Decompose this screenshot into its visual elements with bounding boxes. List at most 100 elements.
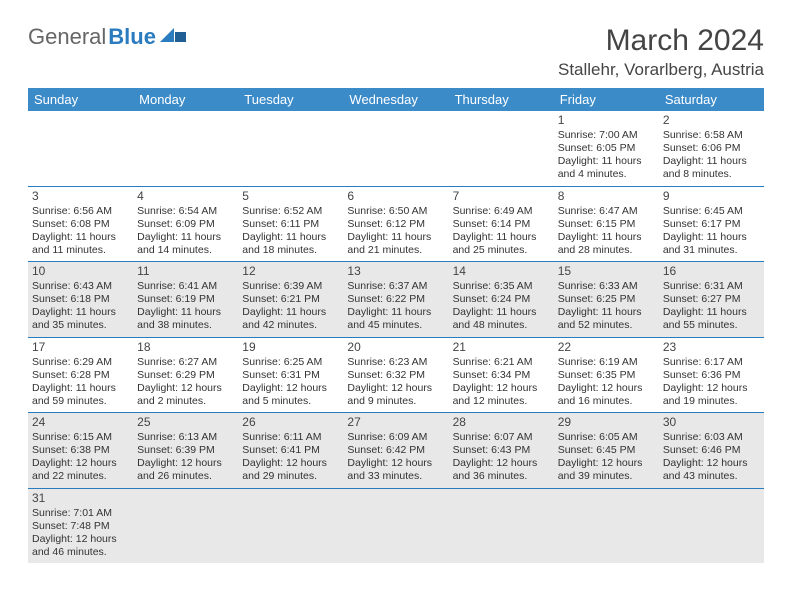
calendar-day-cell: 14Sunrise: 6:35 AMSunset: 6:24 PMDayligh…	[449, 262, 554, 338]
sunset-text: Sunset: 6:06 PM	[663, 142, 760, 155]
sunrise-text: Sunrise: 6:54 AM	[137, 205, 234, 218]
calendar-day-cell: 22Sunrise: 6:19 AMSunset: 6:35 PMDayligh…	[554, 337, 659, 413]
calendar-day-cell: 25Sunrise: 6:13 AMSunset: 6:39 PMDayligh…	[133, 413, 238, 489]
daylight-text: Daylight: 12 hours and 36 minutes.	[453, 457, 550, 483]
calendar-day-cell	[238, 488, 343, 563]
calendar-week-row: 10Sunrise: 6:43 AMSunset: 6:18 PMDayligh…	[28, 262, 764, 338]
day-number: 11	[137, 264, 234, 279]
sunrise-text: Sunrise: 6:56 AM	[32, 205, 129, 218]
sunrise-text: Sunrise: 7:00 AM	[558, 129, 655, 142]
sunset-text: Sunset: 6:29 PM	[137, 369, 234, 382]
calendar-day-cell	[554, 488, 659, 563]
sunrise-text: Sunrise: 6:23 AM	[347, 356, 444, 369]
calendar-day-cell: 6Sunrise: 6:50 AMSunset: 6:12 PMDaylight…	[343, 186, 448, 262]
sunset-text: Sunset: 6:11 PM	[242, 218, 339, 231]
day-number: 29	[558, 415, 655, 430]
day-number: 28	[453, 415, 550, 430]
title-block: March 2024 Stallehr, Vorarlberg, Austria	[558, 24, 764, 80]
col-wednesday: Wednesday	[343, 88, 448, 111]
calendar-day-cell: 30Sunrise: 6:03 AMSunset: 6:46 PMDayligh…	[659, 413, 764, 489]
calendar-day-cell: 15Sunrise: 6:33 AMSunset: 6:25 PMDayligh…	[554, 262, 659, 338]
day-number: 5	[242, 189, 339, 204]
sunrise-text: Sunrise: 6:27 AM	[137, 356, 234, 369]
day-number: 14	[453, 264, 550, 279]
col-sunday: Sunday	[28, 88, 133, 111]
sunset-text: Sunset: 6:25 PM	[558, 293, 655, 306]
brand-part2: Blue	[108, 24, 156, 50]
col-tuesday: Tuesday	[238, 88, 343, 111]
calendar-day-cell: 31Sunrise: 7:01 AMSunset: 7:48 PMDayligh…	[28, 488, 133, 563]
sunrise-text: Sunrise: 6:09 AM	[347, 431, 444, 444]
sunset-text: Sunset: 6:14 PM	[453, 218, 550, 231]
calendar-day-cell: 13Sunrise: 6:37 AMSunset: 6:22 PMDayligh…	[343, 262, 448, 338]
sunset-text: Sunset: 6:22 PM	[347, 293, 444, 306]
sunrise-text: Sunrise: 6:43 AM	[32, 280, 129, 293]
sunrise-text: Sunrise: 6:47 AM	[558, 205, 655, 218]
daylight-text: Daylight: 12 hours and 2 minutes.	[137, 382, 234, 408]
sunset-text: Sunset: 6:32 PM	[347, 369, 444, 382]
sunrise-text: Sunrise: 6:58 AM	[663, 129, 760, 142]
daylight-text: Daylight: 11 hours and 42 minutes.	[242, 306, 339, 332]
calendar-day-cell: 23Sunrise: 6:17 AMSunset: 6:36 PMDayligh…	[659, 337, 764, 413]
calendar-day-cell	[659, 488, 764, 563]
sunset-text: Sunset: 6:41 PM	[242, 444, 339, 457]
day-number: 22	[558, 340, 655, 355]
sunrise-text: Sunrise: 6:49 AM	[453, 205, 550, 218]
sunset-text: Sunset: 6:46 PM	[663, 444, 760, 457]
day-number: 21	[453, 340, 550, 355]
calendar-day-cell: 8Sunrise: 6:47 AMSunset: 6:15 PMDaylight…	[554, 186, 659, 262]
daylight-text: Daylight: 11 hours and 18 minutes.	[242, 231, 339, 257]
sunset-text: Sunset: 6:31 PM	[242, 369, 339, 382]
daylight-text: Daylight: 11 hours and 4 minutes.	[558, 155, 655, 181]
header: GeneralBlue March 2024 Stallehr, Vorarlb…	[28, 24, 764, 80]
calendar-day-cell	[28, 111, 133, 186]
daylight-text: Daylight: 11 hours and 21 minutes.	[347, 231, 444, 257]
daylight-text: Daylight: 11 hours and 8 minutes.	[663, 155, 760, 181]
calendar-day-cell: 26Sunrise: 6:11 AMSunset: 6:41 PMDayligh…	[238, 413, 343, 489]
daylight-text: Daylight: 11 hours and 25 minutes.	[453, 231, 550, 257]
sunrise-text: Sunrise: 6:37 AM	[347, 280, 444, 293]
sunrise-text: Sunrise: 6:15 AM	[32, 431, 129, 444]
calendar-week-row: 17Sunrise: 6:29 AMSunset: 6:28 PMDayligh…	[28, 337, 764, 413]
calendar-day-cell: 21Sunrise: 6:21 AMSunset: 6:34 PMDayligh…	[449, 337, 554, 413]
sunset-text: Sunset: 6:43 PM	[453, 444, 550, 457]
day-number: 16	[663, 264, 760, 279]
daylight-text: Daylight: 12 hours and 29 minutes.	[242, 457, 339, 483]
sunset-text: Sunset: 6:36 PM	[663, 369, 760, 382]
day-number: 23	[663, 340, 760, 355]
day-number: 30	[663, 415, 760, 430]
sunrise-text: Sunrise: 6:50 AM	[347, 205, 444, 218]
sunset-text: Sunset: 6:39 PM	[137, 444, 234, 457]
sunrise-text: Sunrise: 6:33 AM	[558, 280, 655, 293]
sunset-text: Sunset: 6:19 PM	[137, 293, 234, 306]
calendar-week-row: 31Sunrise: 7:01 AMSunset: 7:48 PMDayligh…	[28, 488, 764, 563]
daylight-text: Daylight: 11 hours and 59 minutes.	[32, 382, 129, 408]
calendar-day-cell: 10Sunrise: 6:43 AMSunset: 6:18 PMDayligh…	[28, 262, 133, 338]
sunset-text: Sunset: 6:08 PM	[32, 218, 129, 231]
sunrise-text: Sunrise: 6:03 AM	[663, 431, 760, 444]
day-number: 9	[663, 189, 760, 204]
calendar-day-cell	[238, 111, 343, 186]
daylight-text: Daylight: 11 hours and 31 minutes.	[663, 231, 760, 257]
sunrise-text: Sunrise: 6:17 AM	[663, 356, 760, 369]
calendar-day-cell: 2Sunrise: 6:58 AMSunset: 6:06 PMDaylight…	[659, 111, 764, 186]
sunrise-text: Sunrise: 6:31 AM	[663, 280, 760, 293]
calendar-day-cell: 18Sunrise: 6:27 AMSunset: 6:29 PMDayligh…	[133, 337, 238, 413]
brand-part1: General	[28, 24, 106, 50]
daylight-text: Daylight: 11 hours and 14 minutes.	[137, 231, 234, 257]
calendar-day-cell: 12Sunrise: 6:39 AMSunset: 6:21 PMDayligh…	[238, 262, 343, 338]
calendar-day-cell: 29Sunrise: 6:05 AMSunset: 6:45 PMDayligh…	[554, 413, 659, 489]
daylight-text: Daylight: 11 hours and 35 minutes.	[32, 306, 129, 332]
day-number: 1	[558, 113, 655, 128]
sunrise-text: Sunrise: 6:11 AM	[242, 431, 339, 444]
sunrise-text: Sunrise: 6:52 AM	[242, 205, 339, 218]
sunset-text: Sunset: 6:27 PM	[663, 293, 760, 306]
daylight-text: Daylight: 11 hours and 52 minutes.	[558, 306, 655, 332]
brand-logo: GeneralBlue	[28, 24, 186, 50]
sunrise-text: Sunrise: 6:29 AM	[32, 356, 129, 369]
calendar-day-cell	[343, 488, 448, 563]
day-number: 20	[347, 340, 444, 355]
sunrise-text: Sunrise: 7:01 AM	[32, 507, 129, 520]
day-number: 3	[32, 189, 129, 204]
sunset-text: Sunset: 6:34 PM	[453, 369, 550, 382]
